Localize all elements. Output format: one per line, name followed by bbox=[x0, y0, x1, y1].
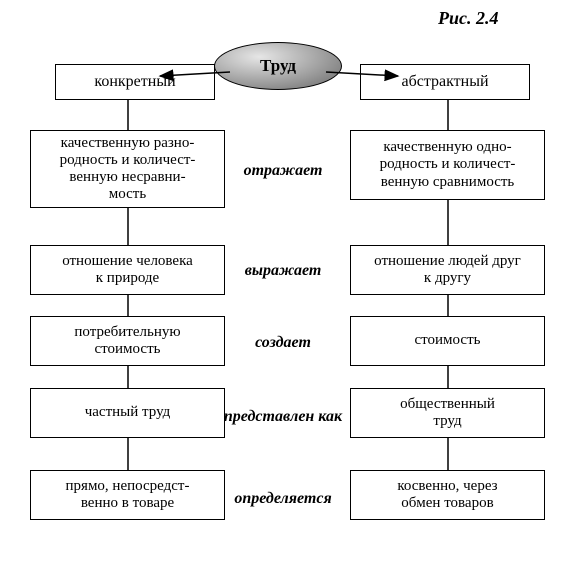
figure-caption: Рис. 2.4 bbox=[438, 8, 499, 29]
right-box-0: качественную одно- родность и количест- … bbox=[350, 130, 545, 200]
root-label: Труд bbox=[260, 56, 296, 76]
mid-label: представлен как bbox=[208, 408, 358, 426]
header-right-label: абстрактный bbox=[401, 73, 488, 91]
right-box-2: стоимость bbox=[350, 316, 545, 366]
right-box-0-text: качественную одно- родность и количест- … bbox=[380, 139, 516, 191]
left-box-1: отношение человека к природе bbox=[30, 245, 225, 295]
left-box-4-text: прямо, непосредст- венно в товаре bbox=[66, 478, 190, 513]
right-box-4: косвенно, через обмен товаров bbox=[350, 470, 545, 520]
root-node: Труд bbox=[214, 42, 342, 90]
header-left-label: конкретный bbox=[94, 73, 175, 91]
right-box-1: отношение людей друг к другу bbox=[350, 245, 545, 295]
left-box-2-text: потребительную стоимость bbox=[74, 324, 180, 359]
left-box-1-text: отношение человека к природе bbox=[62, 253, 193, 288]
left-box-0-text: качественную разно- родность и количест-… bbox=[60, 135, 196, 204]
right-box-2-text: стоимость bbox=[415, 332, 481, 349]
mid-label: определяется bbox=[208, 490, 358, 508]
header-right: абстрактный bbox=[360, 64, 530, 100]
right-box-3: общественный труд bbox=[350, 388, 545, 438]
mid-label: отражает bbox=[208, 162, 358, 180]
left-box-0: качественную разно- родность и количест-… bbox=[30, 130, 225, 208]
left-box-3: частный труд bbox=[30, 388, 225, 438]
mid-label: создает bbox=[208, 334, 358, 352]
mid-label: выражает bbox=[208, 262, 358, 280]
right-box-1-text: отношение людей друг к другу bbox=[374, 253, 521, 288]
left-box-2: потребительную стоимость bbox=[30, 316, 225, 366]
header-left: конкретный bbox=[55, 64, 215, 100]
right-box-3-text: общественный труд bbox=[400, 396, 495, 431]
right-box-4-text: косвенно, через обмен товаров bbox=[397, 478, 497, 513]
left-box-4: прямо, непосредст- венно в товаре bbox=[30, 470, 225, 520]
left-box-3-text: частный труд bbox=[85, 404, 171, 421]
